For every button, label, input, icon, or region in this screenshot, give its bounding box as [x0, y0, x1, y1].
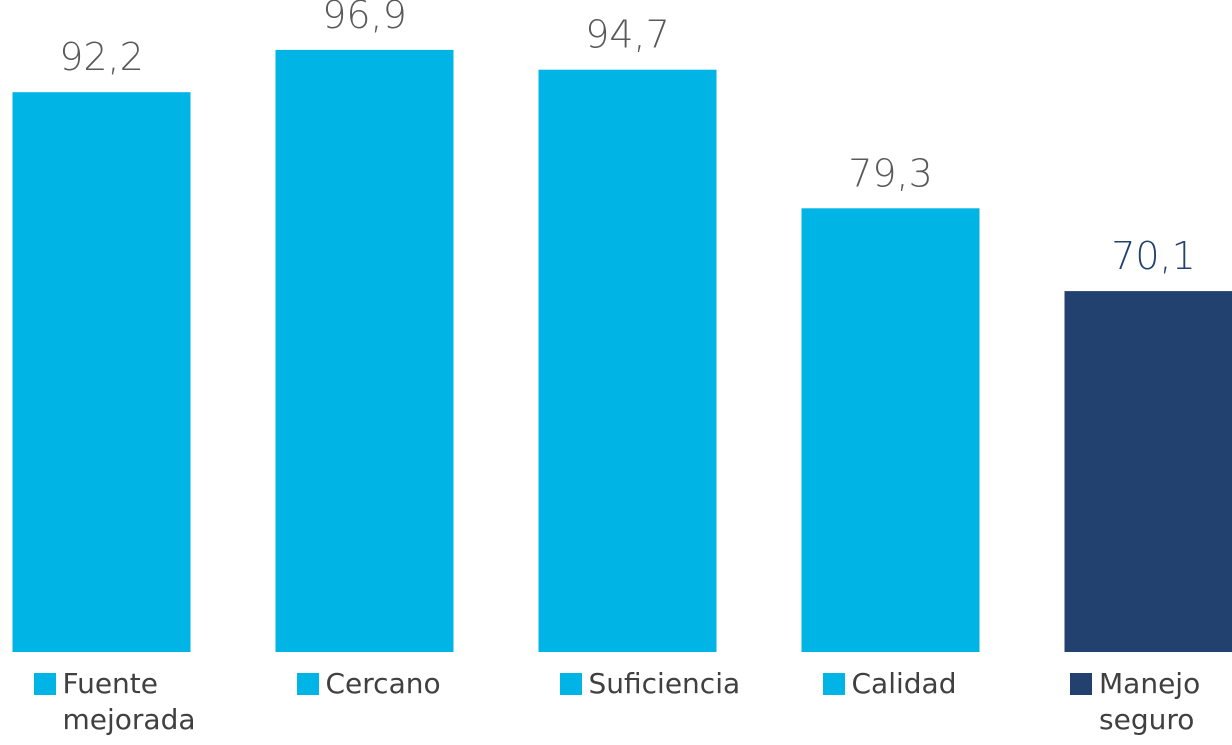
value-label: 96,9	[322, 0, 407, 37]
value-label: 79,3	[848, 151, 933, 195]
legend-swatch	[559, 673, 582, 695]
legend-item: Calidad	[822, 666, 957, 702]
legend-item: Suficiencia	[559, 666, 741, 702]
legend-item: Cercano	[296, 666, 441, 702]
category-label: Calidad	[851, 667, 957, 700]
value-label: 94,7	[585, 13, 670, 57]
value-label: 92,2	[59, 35, 144, 79]
legend-item: Fuente mejorada	[33, 666, 196, 738]
category-label: Suficiencia	[588, 667, 741, 700]
category-label: Manejo seguro	[1099, 667, 1201, 736]
legend-swatch	[1070, 673, 1092, 695]
value-label: 70,1	[1111, 234, 1196, 278]
bar	[538, 69, 717, 652]
legend-swatch	[296, 673, 319, 695]
bar	[801, 208, 980, 653]
category-label: Fuente mejorada	[62, 667, 196, 736]
bar	[1064, 291, 1232, 652]
legend-swatch	[33, 673, 56, 695]
category-label: Cercano	[325, 667, 441, 700]
bar	[275, 49, 454, 652]
bar	[12, 92, 191, 652]
legend-swatch	[822, 673, 845, 695]
legend-item: Manejo seguro	[1070, 666, 1229, 738]
